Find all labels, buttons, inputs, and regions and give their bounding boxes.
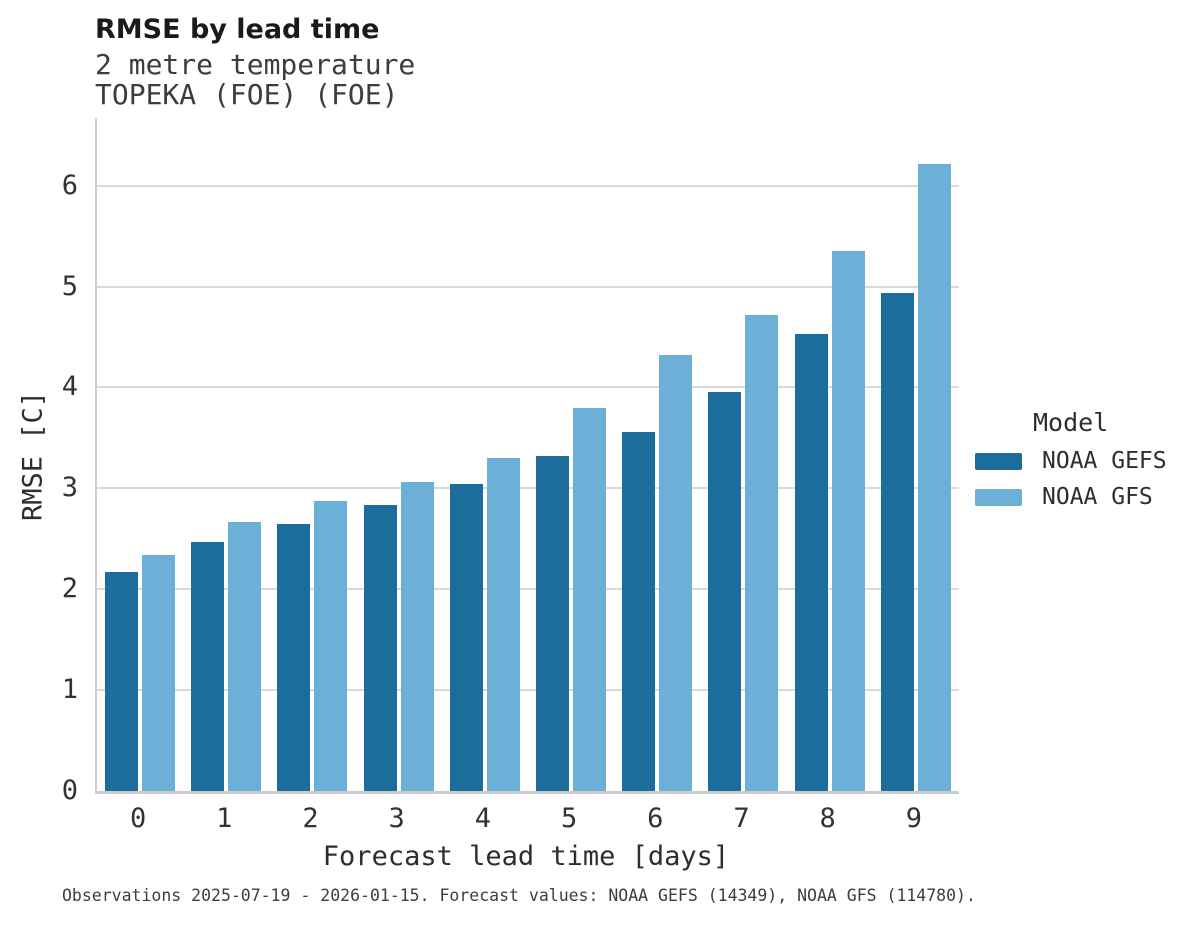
- bar-group-day-6: [614, 118, 700, 791]
- bar-noaa-gefs-day-7: [708, 392, 742, 791]
- y-tick-label-3: 3: [61, 472, 78, 504]
- gridline-y2: [97, 588, 959, 591]
- gridline-y4: [97, 386, 959, 389]
- x-tick-label-5: 5: [560, 803, 578, 834]
- bar-group-day-1: [183, 118, 269, 791]
- gridline-y3: [97, 487, 959, 490]
- bar-group-day-2: [269, 118, 355, 791]
- x-tick-label-7: 7: [733, 803, 750, 834]
- bar-group-day-9: [873, 118, 959, 791]
- bar-noaa-gfs-day-0: [142, 554, 176, 791]
- legend-entry-noaa-gfs: NOAA GFS: [975, 485, 1190, 509]
- bar-group-day-7: [700, 118, 786, 791]
- legend-title: Model: [1033, 408, 1109, 437]
- y-tick-label-0: 0: [61, 775, 78, 806]
- bar-noaa-gefs-day-5: [536, 456, 570, 791]
- x-tick-label-6: 6: [647, 803, 664, 834]
- bar-noaa-gfs-day-1: [228, 521, 262, 791]
- chart-subtitle: 2 metre temperature TOPEKA (FOE) (FOE): [95, 50, 415, 109]
- bar-group-day-8: [787, 118, 873, 791]
- bar-noaa-gefs-day-9: [880, 292, 914, 791]
- y-tick-label-6: 6: [61, 169, 78, 201]
- gridline-y1: [97, 689, 959, 692]
- y-tick-label-2: 2: [61, 573, 78, 605]
- bar-noaa-gfs-day-6: [659, 355, 693, 791]
- gridline-y6: [97, 184, 959, 187]
- legend-entries: NOAA GEFS NOAA GFS: [975, 449, 1190, 509]
- legend-label-noaa-gefs: NOAA GEFS: [1042, 448, 1167, 474]
- bar-group-day-5: [528, 118, 614, 791]
- bar-noaa-gfs-day-3: [400, 482, 434, 791]
- y-tick-label-5: 5: [61, 270, 78, 302]
- x-axis-tick-labels: 0 1 2 3 4 5 6 7 8 9: [95, 804, 957, 836]
- bar-noaa-gfs-day-5: [573, 407, 607, 791]
- chart-title: RMSE by lead time: [95, 14, 380, 45]
- bar-noaa-gefs-day-3: [363, 505, 397, 791]
- bar-noaa-gefs-day-0: [105, 572, 139, 791]
- y-tick-label-1: 1: [61, 674, 78, 706]
- x-tick-label-3: 3: [388, 803, 405, 834]
- bar-noaa-gefs-day-2: [277, 523, 311, 791]
- x-tick-label-9: 9: [905, 803, 923, 834]
- bar-noaa-gfs-day-2: [314, 501, 348, 791]
- gridline-y5: [97, 285, 959, 288]
- bar-group-day-0: [97, 118, 183, 791]
- bar-noaa-gefs-day-4: [449, 484, 483, 791]
- bar-group-day-3: [356, 118, 442, 791]
- bar-noaa-gefs-day-8: [794, 333, 828, 791]
- bar-noaa-gefs-day-6: [622, 431, 656, 791]
- subtitle-variable: 2 metre temperature: [95, 48, 416, 81]
- bar-noaa-gfs-day-7: [745, 314, 779, 791]
- subtitle-station: TOPEKA (FOE) (FOE): [95, 77, 399, 111]
- x-tick-label-0: 0: [129, 803, 147, 834]
- bar-noaa-gefs-day-1: [191, 541, 225, 791]
- x-tick-label-4: 4: [474, 803, 492, 834]
- bar-noaa-gfs-day-4: [486, 458, 520, 791]
- x-tick-label-8: 8: [819, 803, 836, 834]
- legend: Model NOAA GEFS NOAA GFS: [975, 408, 1190, 521]
- caption: Observations 2025-07-19 - 2026-01-15. Fo…: [62, 886, 976, 905]
- plot-panel: [95, 118, 959, 794]
- x-tick-label-1: 1: [216, 803, 233, 834]
- legend-swatch-noaa-gfs: [975, 488, 1022, 506]
- y-tick-label-4: 4: [61, 371, 78, 403]
- bar-noaa-gfs-day-8: [831, 251, 865, 791]
- legend-label-noaa-gfs: NOAA GFS: [1042, 484, 1153, 510]
- y-axis-tick-labels: 0 1 2 3 4 5 6: [0, 118, 78, 804]
- x-axis-title: Forecast lead time [days]: [322, 841, 730, 872]
- bar-noaa-gfs-day-9: [917, 164, 951, 791]
- x-tick-label-2: 2: [302, 803, 319, 834]
- legend-swatch-noaa-gefs: [975, 452, 1022, 470]
- legend-entry-noaa-gefs: NOAA GEFS: [975, 449, 1190, 473]
- bar-group-day-4: [442, 118, 528, 791]
